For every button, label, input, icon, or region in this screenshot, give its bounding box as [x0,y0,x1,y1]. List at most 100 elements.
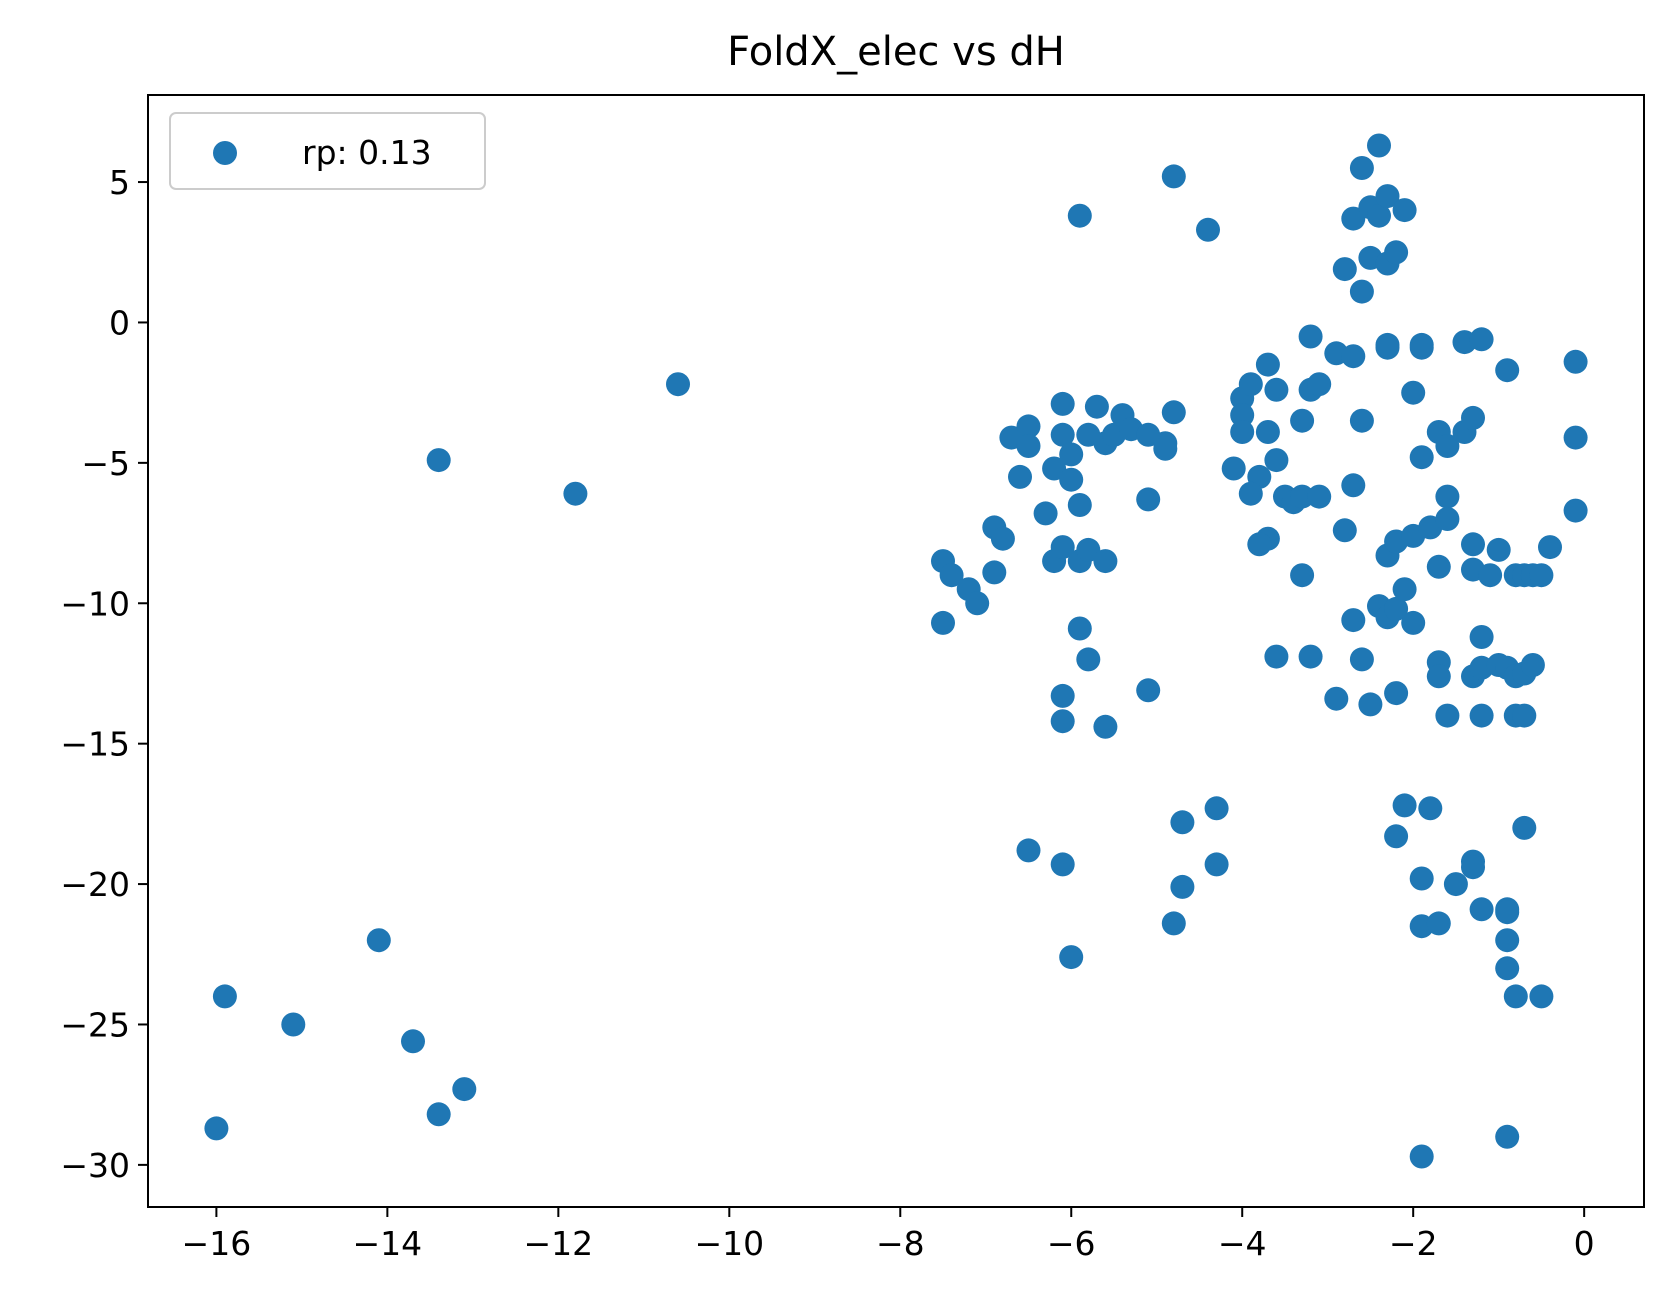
data-point [1495,1124,1520,1149]
data-point [1469,327,1494,352]
data-point [1153,436,1178,461]
data-point [1298,324,1323,349]
data-point [1358,692,1383,717]
data-point [1042,456,1067,481]
data-point [1264,448,1289,473]
data-point [1247,532,1272,557]
y-tick-label: −30 [60,1146,130,1185]
data-point [426,448,451,473]
data-point [1059,945,1084,970]
data-point [1392,198,1417,223]
axes-frame [147,94,1645,1208]
data-point [931,610,955,635]
data-point [1512,703,1537,728]
data-point [1050,852,1075,877]
data-point [1495,928,1520,953]
data-point [1443,872,1468,897]
data-point [1230,420,1255,444]
data-point [1495,900,1520,925]
data-point [1426,664,1451,689]
data-point [1290,563,1315,588]
y-tick-label: −25 [60,1005,130,1044]
data-point [1204,796,1229,821]
data-point [1349,408,1374,433]
data-point [1255,420,1280,444]
data-point [1136,678,1161,703]
data-point [1461,855,1485,880]
y-tick-label: 0 [109,303,130,342]
data-point [1307,484,1332,509]
data-point [1367,203,1391,228]
data-point [1059,442,1084,467]
x-tick-label: −2 [1389,1224,1438,1263]
x-tick-label: −8 [876,1224,925,1263]
data-point [1170,874,1195,899]
data-point [1409,866,1434,891]
data-point [1238,372,1263,397]
data-point [1409,1144,1434,1169]
data-point [1401,610,1426,635]
data-point [1349,279,1374,304]
data-point [1478,563,1503,588]
data-point [1196,217,1220,242]
data-point [1093,549,1118,574]
data-point [281,1012,306,1037]
data-point [563,481,588,506]
data-point [1367,133,1391,158]
data-point [1503,984,1528,1009]
data-point [1495,358,1520,383]
x-tick-label: −4 [1218,1224,1267,1263]
data-point [1008,464,1032,489]
data-point [1529,563,1554,588]
data-point [1264,644,1289,669]
data-point [1290,484,1315,509]
legend-marker [213,141,237,165]
data-point [1469,897,1494,922]
data-point [1170,810,1195,835]
data-point [1435,434,1460,458]
data-point [1512,815,1537,840]
data-point [1050,391,1075,416]
data-point [426,1102,451,1127]
data-point [1486,537,1511,562]
data-point [1435,484,1460,509]
data-point [1384,681,1409,706]
data-point [1076,647,1101,672]
data-point [1161,164,1186,189]
data-point [1349,647,1374,672]
data-point [401,1029,425,1054]
data-point [1298,644,1323,669]
data-point [1426,554,1451,579]
data-point [1538,535,1562,560]
data-point [212,984,237,1009]
legend-label: rp: 0.13 [302,133,432,172]
data-point [1204,852,1229,877]
data-point [939,563,964,588]
data-point [1067,493,1092,517]
data-point [1016,414,1041,439]
x-tick-label: −6 [1047,1224,1096,1263]
data-point [1461,405,1485,430]
data-point [1067,203,1092,228]
data-point [1435,703,1460,728]
data-point [1050,709,1075,734]
data-point [1161,400,1186,425]
data-point [1341,344,1366,369]
data-point [1469,625,1494,649]
data-point [1050,535,1075,560]
data-point [1435,507,1460,531]
data-point [1067,616,1092,641]
data-point [1426,911,1451,936]
data-point [1136,487,1161,512]
data-point [1563,498,1588,523]
data-point [965,591,990,616]
legend-box [169,112,486,190]
data-point [1016,838,1041,863]
data-point [1375,335,1400,360]
data-point [1050,422,1075,447]
data-point [1050,683,1075,708]
data-point [1529,984,1554,1009]
data-point [1409,445,1434,470]
data-point [1076,537,1101,562]
x-tick-label: −12 [524,1224,594,1263]
